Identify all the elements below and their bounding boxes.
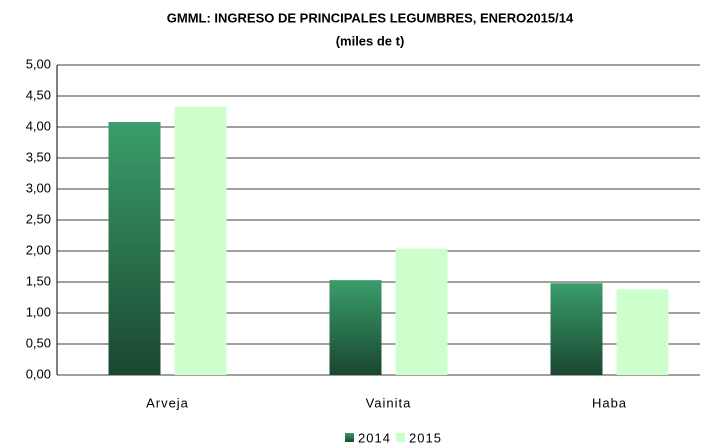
y-tick-label: 0,50 [26, 335, 51, 350]
y-tick-label: 3,00 [26, 180, 51, 195]
chart-title: GMML: INGRESO DE PRINCIPALES LEGUMBRES, … [167, 10, 574, 25]
bar [174, 106, 227, 375]
legend-swatch [345, 433, 354, 442]
y-tick-label: 3,50 [26, 149, 51, 164]
y-tick-label: 5,00 [26, 56, 51, 71]
bar [616, 289, 669, 375]
y-tick-label: 0,00 [26, 366, 51, 381]
x-tick-label: Arveja [146, 395, 189, 410]
legend-label: 2014 [358, 430, 391, 445]
y-tick-label: 2,50 [26, 211, 51, 226]
chart-subtitle: (miles de t) [336, 33, 405, 48]
x-tick-label: Haba [592, 395, 627, 410]
bar [550, 283, 603, 375]
legend-swatch [396, 433, 405, 442]
bar [395, 248, 448, 375]
bar [329, 280, 382, 375]
y-tick-label: 1,50 [26, 273, 51, 288]
bar [108, 122, 161, 375]
y-tick-label: 4,00 [26, 118, 51, 133]
legend-label: 2015 [409, 430, 442, 445]
y-tick-label: 2,00 [26, 242, 51, 257]
x-tick-label: Vainita [366, 395, 412, 410]
y-tick-label: 1,00 [26, 304, 51, 319]
y-tick-label: 4,50 [26, 87, 51, 102]
